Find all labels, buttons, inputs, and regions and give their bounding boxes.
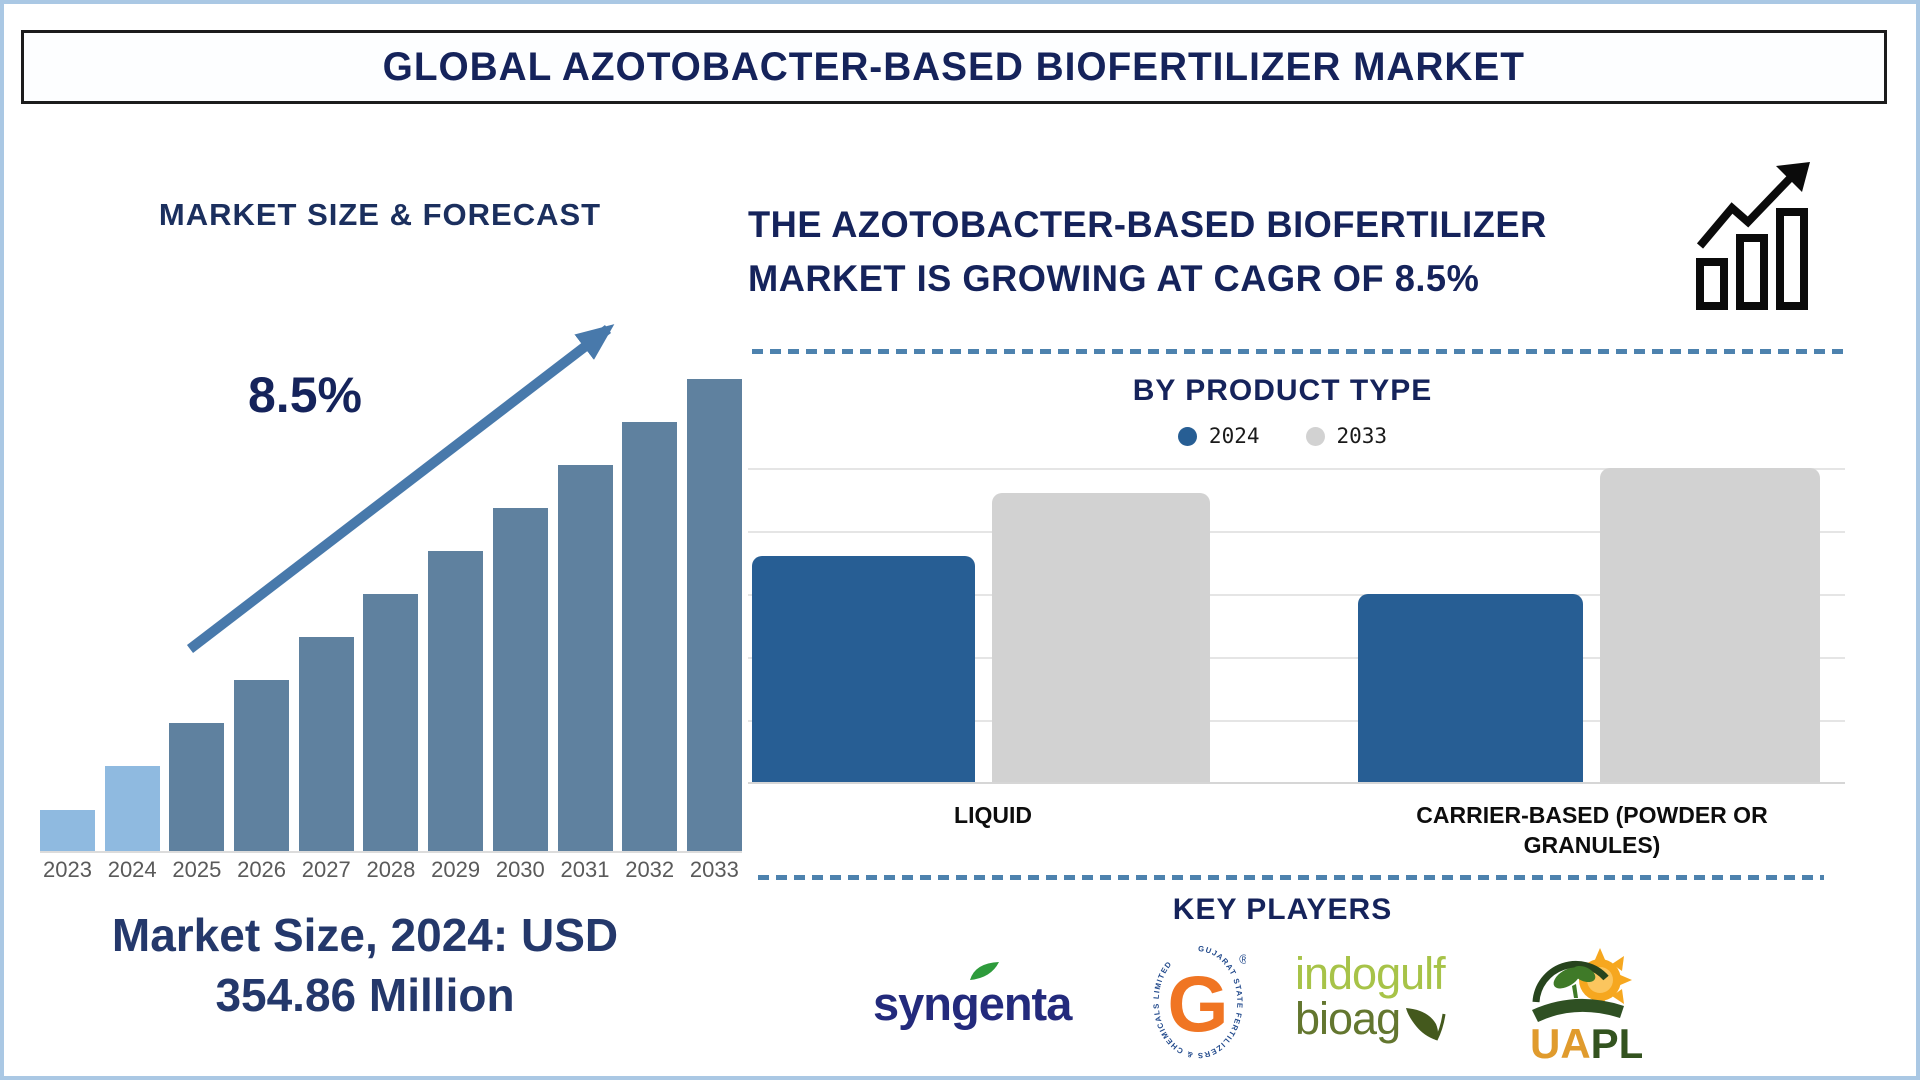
forecast-year-label-2025: 2025	[172, 857, 222, 882]
legend-label-2033: 2033	[1336, 424, 1388, 448]
legend-item-2033: 2033	[1305, 424, 1388, 448]
gridline	[748, 531, 1845, 533]
dashed-divider-bottom	[758, 875, 1824, 880]
leaf-icon	[970, 962, 999, 980]
market-size-caption: Market Size, 2024: USD 354.86 Million	[25, 905, 705, 1025]
registered-trademark-symbol: ®	[1239, 953, 1246, 967]
category-label-carrier-based: CARRIER-BASED (POWDER OR GRANULES)	[1416, 802, 1768, 858]
product-bar-2024-carrier-based	[1358, 594, 1583, 782]
gridline	[748, 720, 1845, 722]
svg-text:UAPL: UAPL	[1530, 1020, 1642, 1064]
product-type-heading: BY PRODUCT TYPE	[1132, 374, 1433, 407]
key-players-heading: KEY PLAYERS	[1172, 893, 1393, 926]
cagr-value-label: 8.5%	[248, 367, 362, 423]
bioag-wordmark: bioag	[1295, 993, 1401, 1044]
forecast-year-axis: 2023 2024 2025 2026 2027 2028 2029 2030 2031 2032…	[40, 857, 742, 883]
forecast-heading: MARKET SIZE & FORECAST	[158, 197, 602, 232]
field-swoosh	[1532, 998, 1624, 1022]
forecast-year-label-2030: 2030	[495, 857, 545, 882]
forecast-year-label-2024: 2024	[107, 857, 157, 882]
forecast-year-label-2033: 2033	[689, 857, 739, 882]
product-chart-legend: 2024 2033	[745, 424, 1820, 448]
gsfc-logo: GUJARAT STATE FERTILIZERS & CHEMICALS LI…	[1152, 944, 1246, 1060]
category-label-liquid: LIQUID	[954, 802, 1032, 828]
uapl-wordmark-ua: UA	[1530, 1020, 1591, 1064]
forecast-year-label-2029: 2029	[431, 857, 481, 882]
cagr-headline-line2: MARKET IS GROWING AT CAGR OF 8.5%	[748, 258, 1480, 299]
uapl-wordmark-pl: PL	[1591, 1020, 1642, 1064]
forecast-year-label-2032: 2032	[625, 857, 675, 882]
product-bar-2024-liquid	[752, 556, 975, 782]
page-title: GLOBAL AZOTOBACTER-BASED BIOFERTILIZER M…	[382, 44, 1526, 89]
forecast-year-label-2028: 2028	[366, 857, 416, 882]
key-players-row: syngenta GUJARAT STATE FERTILIZERS & CHE…	[745, 938, 1820, 1068]
forecast-bar-chart: 2023 2024 2025 2026 2027 2028 2029 2030 2031 2032…	[40, 378, 742, 883]
forecast-bars	[40, 378, 742, 853]
forecast-bar-2033	[686, 379, 742, 851]
syngenta-logo: syngenta	[873, 962, 1103, 1046]
forecast-bar-2032	[622, 422, 678, 851]
gsfc-monogram: G	[1167, 960, 1228, 1048]
forecast-year-label-2031: 2031	[560, 857, 610, 882]
forecast-bar-2029	[428, 551, 484, 851]
indogulf-wordmark: indogulf	[1295, 948, 1446, 999]
legend-label-2024: 2024	[1208, 424, 1260, 448]
legend-dot-2024	[1177, 426, 1197, 446]
syngenta-wordmark: syngenta	[873, 977, 1072, 1030]
cagr-headline: THE AZOTOBACTER-BASED BIOFERTILIZER MARK…	[748, 198, 1679, 306]
arrow-head	[1776, 162, 1810, 192]
leaves-icon	[1553, 965, 1596, 998]
indogulf-bioag-logo: indogulf bioag	[1295, 948, 1525, 1052]
product-type-chart	[748, 468, 1845, 784]
leaf-icon	[1406, 1008, 1446, 1041]
forecast-bar-2023	[40, 810, 95, 851]
forecast-bar-2031	[557, 465, 613, 851]
forecast-bar-2030	[492, 508, 548, 851]
gridline	[748, 657, 1845, 659]
legend-dot-2033	[1305, 426, 1325, 446]
title-box: GLOBAL AZOTOBACTER-BASED BIOFERTILIZER M…	[21, 30, 1887, 104]
forecast-year-label-2026: 2026	[237, 857, 287, 882]
growth-arrow-icon	[186, 324, 615, 653]
gridline	[748, 468, 1845, 470]
forecast-year-label-2023: 2023	[43, 857, 92, 882]
dashed-divider-top	[752, 349, 1844, 354]
forecast-bar-2026	[234, 680, 290, 851]
uapl-logo: UAPL	[1530, 948, 1642, 1064]
forecast-year-label-2027: 2027	[301, 857, 351, 882]
forecast-bar-2025	[169, 723, 225, 851]
legend-item-2024: 2024	[1177, 424, 1260, 448]
cagr-headline-line1: THE AZOTOBACTER-BASED BIOFERTILIZER	[748, 204, 1547, 245]
forecast-bar-2028	[363, 594, 419, 851]
arc-stroke	[1532, 960, 1609, 1003]
product-bar-2033-carrier-based	[1600, 468, 1820, 782]
forecast-bar-2027	[298, 637, 354, 851]
market-size-caption-line2: 354.86 Million	[215, 969, 515, 1021]
gridline	[748, 594, 1845, 596]
product-bar-2033-liquid	[992, 493, 1210, 782]
forecast-bar-2024	[104, 766, 160, 851]
growth-chart-icon	[1696, 162, 1810, 310]
market-size-caption-line1: Market Size, 2024: USD	[111, 909, 619, 961]
